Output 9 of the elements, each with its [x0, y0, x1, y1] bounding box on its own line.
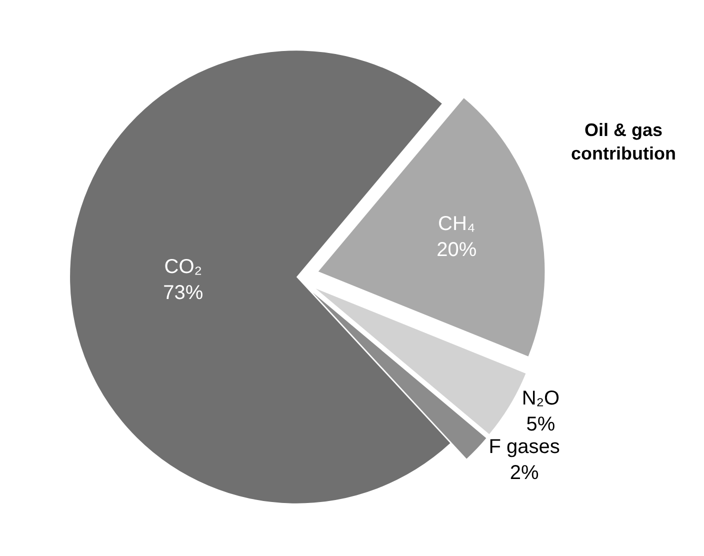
slice-label: F gases: [488, 436, 560, 458]
text: Oil & gas contribution: [571, 120, 676, 164]
data-label: 73%: [163, 282, 204, 304]
data-label: 5%: [526, 414, 556, 436]
data-label: 2%: [510, 462, 539, 484]
slice-label: N₂O: [522, 388, 560, 410]
slice-label: CH₄: [438, 213, 476, 236]
slice-label: CO₂: [164, 256, 202, 278]
data-label: 20%: [436, 239, 477, 262]
